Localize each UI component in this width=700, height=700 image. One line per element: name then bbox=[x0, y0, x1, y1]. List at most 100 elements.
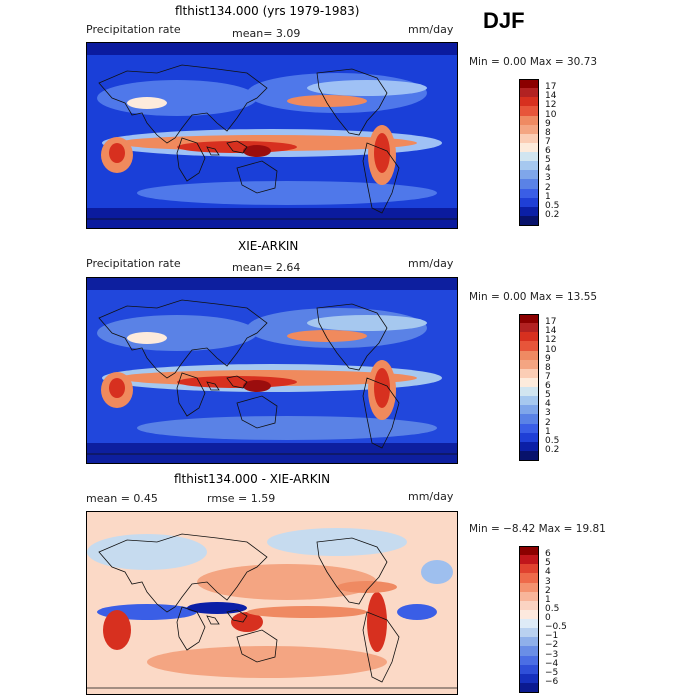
coastlines bbox=[87, 533, 457, 689]
panel-1-map bbox=[86, 42, 458, 229]
colorbar-tick-label: 8 bbox=[545, 362, 551, 373]
colorbar-tick-label: 7 bbox=[545, 136, 551, 147]
panel-2-units: mm/day bbox=[408, 257, 454, 270]
panel-2-colorbar: 17 14 12 10 9 8 7 6 5 4 3 2 1 0.5 0.2 bbox=[519, 314, 579, 461]
panel-3-map bbox=[86, 511, 458, 695]
map-field bbox=[87, 43, 457, 228]
field-contour bbox=[177, 376, 297, 388]
field-contour bbox=[231, 612, 263, 632]
colorbar-swatch bbox=[519, 161, 539, 171]
colorbar-tick-label: 8 bbox=[545, 127, 551, 138]
panel-2-left-label: Precipitation rate bbox=[86, 257, 181, 270]
coastlines bbox=[87, 64, 457, 220]
panel-1-colorbar: 17 14 12 10 9 8 7 6 5 4 3 2 1 0.5 0.2 bbox=[519, 79, 579, 226]
panel-1-mean: mean= 3.09 bbox=[232, 27, 301, 40]
colorbar-tick-label: 0.2 bbox=[545, 209, 560, 220]
field-contour bbox=[87, 534, 207, 570]
colorbar-swatch bbox=[519, 152, 539, 162]
colorbar-swatch bbox=[519, 546, 539, 556]
coastline bbox=[316, 537, 388, 605]
colorbar-tick-label: 9 bbox=[545, 118, 551, 129]
field-contour bbox=[287, 95, 367, 107]
colorbar-tick-label: 10 bbox=[545, 109, 557, 120]
colorbar-swatch bbox=[519, 450, 539, 461]
colorbar-tick-label: −2 bbox=[545, 640, 559, 651]
colorbar-swatch bbox=[519, 582, 539, 593]
coastline bbox=[98, 299, 268, 379]
field-contour bbox=[87, 208, 457, 228]
colorbar-swatch bbox=[519, 414, 539, 424]
colorbar-swatch bbox=[519, 573, 539, 583]
colorbar-tick-label: 0.5 bbox=[545, 200, 560, 211]
colorbar-swatch bbox=[519, 323, 539, 333]
coastline bbox=[226, 609, 248, 623]
colorbar-tick-label: −1 bbox=[545, 631, 559, 642]
panel-3-rmse: rmse = 1.59 bbox=[207, 492, 276, 505]
colorbar-swatch bbox=[519, 628, 539, 638]
colorbar-tick-label: 17 bbox=[545, 317, 557, 328]
colorbar-tick-label: 4 bbox=[545, 567, 551, 578]
colorbar-tick-label: −3 bbox=[545, 649, 559, 660]
colorbar-swatch bbox=[519, 423, 539, 434]
coastline bbox=[206, 146, 220, 156]
colorbar-swatch bbox=[519, 591, 539, 602]
colorbar-swatch bbox=[519, 215, 539, 226]
field-contour bbox=[307, 80, 427, 96]
colorbar-swatch bbox=[519, 88, 539, 98]
colorbar-tick-label: 12 bbox=[545, 100, 557, 111]
colorbar-tick-label: 6 bbox=[545, 549, 551, 560]
colorbar-tick-label: 6 bbox=[545, 381, 551, 391]
colorbar-swatch bbox=[519, 609, 539, 620]
colorbar-swatch bbox=[519, 682, 539, 693]
field-contour bbox=[147, 646, 387, 678]
map-field bbox=[87, 512, 457, 694]
colorbar-tick-label: 3 bbox=[545, 173, 551, 184]
colorbar-tick-label: 14 bbox=[545, 326, 557, 337]
colorbar-tick-label: 3 bbox=[545, 576, 551, 587]
panel-3-mean: mean = 0.45 bbox=[86, 492, 158, 505]
coastline bbox=[206, 615, 220, 625]
field-contour bbox=[374, 133, 390, 173]
colorbar-tick-label: 9 bbox=[545, 353, 551, 364]
colorbar-swatch bbox=[519, 142, 539, 153]
field-contour bbox=[97, 80, 257, 116]
colorbar-tick-label: 2 bbox=[545, 585, 551, 596]
colorbar-swatch bbox=[519, 197, 539, 208]
field-contour bbox=[87, 43, 457, 55]
field-contour bbox=[337, 581, 397, 593]
colorbar-swatch bbox=[519, 646, 539, 656]
colorbar-tick-label: 14 bbox=[545, 91, 557, 102]
colorbar-swatch bbox=[519, 368, 539, 379]
colorbar-swatch bbox=[519, 79, 539, 89]
coastline bbox=[98, 533, 268, 613]
panel-2-title: XIE-ARKIN bbox=[238, 239, 299, 253]
coastline bbox=[206, 381, 220, 391]
field-contour bbox=[109, 143, 125, 163]
colorbar-swatch bbox=[519, 341, 539, 351]
colorbar-swatch bbox=[519, 359, 539, 370]
colorbar-swatch bbox=[519, 619, 539, 629]
colorbar-tick-label: 2 bbox=[545, 417, 551, 428]
colorbar-tick-label: −4 bbox=[545, 658, 559, 669]
colorbar-tick-label: 1 bbox=[545, 594, 551, 605]
coastline bbox=[362, 142, 400, 214]
season-label: DJF bbox=[483, 8, 525, 33]
colorbar-swatch bbox=[519, 396, 539, 406]
coastline bbox=[226, 140, 248, 154]
coastline bbox=[176, 372, 206, 417]
field-contour bbox=[97, 315, 257, 351]
field-contour bbox=[243, 380, 271, 392]
coastline bbox=[236, 629, 278, 663]
colorbar-tick-label: 1 bbox=[545, 426, 551, 437]
colorbar-tick-label: −5 bbox=[545, 667, 559, 678]
colorbar-swatch bbox=[519, 170, 539, 180]
coastline bbox=[176, 606, 206, 651]
colorbar-tick-label: 7 bbox=[545, 371, 551, 382]
colorbar-swatch bbox=[519, 179, 539, 189]
panel-3-units: mm/day bbox=[408, 490, 454, 503]
colorbar-swatch bbox=[519, 637, 539, 647]
field-contour bbox=[247, 606, 367, 618]
colorbar-swatch bbox=[519, 124, 539, 135]
colorbar-tick-label: 5 bbox=[545, 155, 551, 166]
panel-1-title: flthist134.000 (yrs 1979-1983) bbox=[175, 4, 360, 18]
